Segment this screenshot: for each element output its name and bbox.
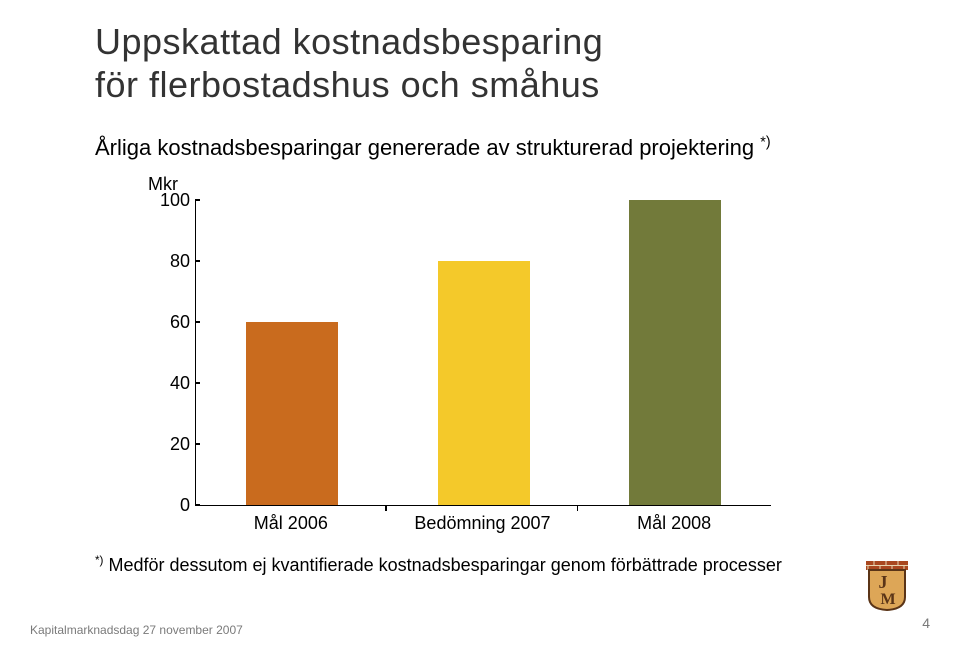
chart-plot-area [195,200,771,506]
bar-chart: Mkr 020406080100 Mål 2006Bedömning 2007M… [150,200,770,540]
footnote-text: Medför dessutom ej kvantifierade kostnad… [103,555,781,575]
x-tick-label: Mål 2006 [195,513,387,534]
x-slot: Mål 2008 [578,505,770,540]
jm-logo: J M [866,561,908,611]
x-tick-label: Bedömning 2007 [387,513,579,534]
slide-subtitle: Årliga kostnadsbesparingar genererade av… [95,135,771,161]
page-number: 4 [922,615,930,631]
logo-letter-j: J [879,572,888,592]
y-axis-ticks: 020406080100 [150,200,195,505]
subtitle-text: Årliga kostnadsbesparingar genererade av… [95,135,760,160]
x-axis-ticks: Mål 2006Bedömning 2007Mål 2008 [195,505,770,540]
footnote: *) Medför dessutom ej kvantifierade kost… [95,555,782,576]
y-tick-label: 60 [170,312,190,333]
x-slot: Bedömning 2007 [387,505,579,540]
bar [438,261,530,505]
bars-container [196,200,771,505]
bar [629,200,721,505]
title-line-1: Uppskattad kostnadsbesparing [95,21,603,62]
y-tick-label: 40 [170,373,190,394]
y-tick-label: 0 [180,495,190,516]
y-tick-label: 100 [160,190,190,211]
jm-logo-svg: J M [866,561,908,611]
bar [246,322,338,505]
y-tick-label: 20 [170,434,190,455]
x-tick-label: Mål 2008 [578,513,770,534]
y-tick-label: 80 [170,251,190,272]
footer-text: Kapitalmarknadsdag 27 november 2007 [30,623,243,637]
slide-title: Uppskattad kostnadsbesparing för flerbos… [95,20,603,106]
slide: Uppskattad kostnadsbesparing för flerbos… [0,0,960,649]
logo-letter-m: M [880,591,895,608]
title-line-2: för flerbostadshus och småhus [95,64,600,105]
subtitle-sup: *) [760,135,770,151]
x-slot: Mål 2006 [195,505,387,540]
